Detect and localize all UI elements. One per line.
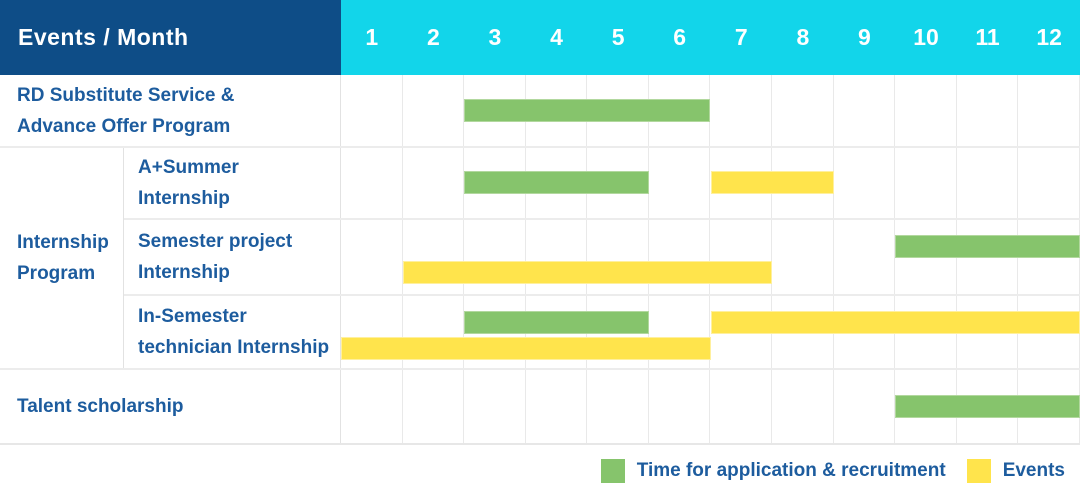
label-line: Internship	[138, 262, 230, 283]
row-label: In-Semester technician Internship	[124, 296, 341, 368]
grid-cell	[341, 75, 403, 146]
table-row: RD Substitute Service & Advance Offer Pro…	[0, 75, 1080, 148]
month-header-cell: 7	[734, 24, 748, 50]
bar-event	[710, 311, 1080, 334]
label-line: Talent scholarship	[17, 396, 184, 417]
grid-cell	[403, 75, 465, 146]
gantt-table: Events / Month 1 2 3 4 5 6 7 8 9 10 11 12 RD Substi…	[0, 0, 1080, 445]
row-group: Internship Program A+Summer Internship Semes…	[0, 148, 1080, 370]
gantt-chart-area	[341, 370, 1080, 443]
grid-cell	[649, 148, 711, 218]
bar-application	[464, 98, 711, 122]
gantt-chart-area	[341, 296, 1080, 368]
header-title: Events / Month	[0, 0, 341, 75]
grid-cell	[834, 370, 896, 443]
grid-cell	[710, 220, 773, 294]
grid-cell	[403, 296, 465, 368]
event-swatch-icon	[966, 459, 991, 483]
month-header-cell: 9	[858, 24, 871, 50]
gantt-chart-area	[341, 220, 1080, 294]
row-label: RD Substitute Service & Advance Offer Pro…	[0, 75, 341, 146]
label-line: RD Substitute Service &	[17, 84, 235, 106]
grid-cell	[526, 370, 588, 443]
month-header-cell: 2	[426, 24, 440, 50]
grid-cell	[403, 220, 465, 294]
bar-application	[464, 171, 649, 194]
row-label: Talent scholarship	[0, 370, 341, 443]
grid-cell	[464, 370, 526, 443]
grid-cell	[341, 148, 403, 218]
grid-cell	[403, 370, 465, 443]
grid-cell	[526, 220, 588, 294]
grid-cell	[341, 220, 403, 294]
gantt-chart-area	[341, 148, 1080, 218]
grid-cell	[834, 75, 896, 146]
month-header-cell: 12	[1036, 24, 1062, 50]
gantt-chart-area	[341, 75, 1080, 146]
legend-item-event: Events	[966, 459, 1065, 483]
legend-item-application: Time for application & recruitment	[600, 459, 946, 483]
bar-application	[895, 394, 1080, 418]
month-header-cell: 8	[796, 24, 810, 50]
grid-cell	[587, 220, 649, 294]
grid-cell	[895, 148, 957, 218]
label-line: Advance Offer Program	[17, 115, 231, 137]
grid-cell	[834, 220, 896, 294]
application-swatch-icon	[600, 459, 625, 483]
table-row: Talent scholarship	[0, 370, 1080, 443]
label-line: Program	[17, 263, 96, 284]
bar-event	[402, 261, 773, 284]
grid-cell	[341, 296, 403, 368]
row-label: A+Summer Internship	[124, 148, 341, 218]
table-header-row: Events / Month 1 2 3 4 5 6 7 8 9 10 11 12	[0, 0, 1080, 75]
grid-cell	[1018, 148, 1080, 218]
grid-cell	[587, 370, 649, 443]
grid-cell	[772, 370, 834, 443]
row-label: Semester project Internship	[124, 220, 341, 294]
month-header-row: 1 2 3 4 5 6 7 8 9 10 11 12	[341, 0, 1080, 75]
label-line: Internship	[138, 188, 230, 209]
grid-cell	[710, 75, 773, 146]
group-label: Internship Program	[0, 148, 124, 368]
table-row: In-Semester technician Internship	[124, 296, 1080, 368]
grid-cell	[649, 370, 711, 443]
table-row: A+Summer Internship	[124, 148, 1080, 220]
table-body: RD Substitute Service & Advance Offer Pro…	[0, 75, 1080, 445]
grid-cell	[341, 370, 403, 443]
grid-cell	[649, 220, 711, 294]
grid-cell	[834, 148, 896, 218]
month-header-cell: 1	[365, 24, 379, 50]
table-row: Semester project Internship	[124, 220, 1080, 296]
bar-event	[710, 171, 834, 194]
month-header-cell: 3	[488, 24, 502, 50]
month-header-cell: 5	[611, 24, 625, 50]
legend: Time for application & recruitment Event…	[600, 459, 1065, 483]
month-header-cell: 4	[550, 24, 563, 50]
month-header-cell: 10	[913, 24, 939, 50]
grid-cell	[710, 370, 773, 443]
label-line: Internship	[17, 232, 109, 253]
group-rows: A+Summer Internship Semester project Intern…	[124, 148, 1080, 368]
grid-cell	[464, 220, 526, 294]
legend-label: Events	[1002, 460, 1065, 481]
label-line: A+Summer	[138, 157, 239, 178]
grid-cell	[957, 75, 1019, 146]
month-header-cell: 11	[975, 24, 1000, 50]
grid-cell	[895, 75, 957, 146]
bar-application	[895, 235, 1080, 258]
label-line: Semester project	[138, 231, 293, 252]
label-line: In-Semester	[138, 306, 247, 327]
legend-label: Time for application & recruitment	[636, 460, 946, 481]
bar-application	[464, 311, 649, 334]
grid-cell	[403, 148, 465, 218]
grid-cell	[772, 220, 834, 294]
label-line: technician Internship	[138, 337, 330, 358]
grid-cell	[957, 148, 1019, 218]
bar-event	[341, 337, 711, 360]
month-header-cell: 6	[673, 24, 687, 50]
grid-cell	[649, 296, 711, 368]
grid-cell	[772, 75, 834, 146]
grid-cell	[1018, 75, 1080, 146]
